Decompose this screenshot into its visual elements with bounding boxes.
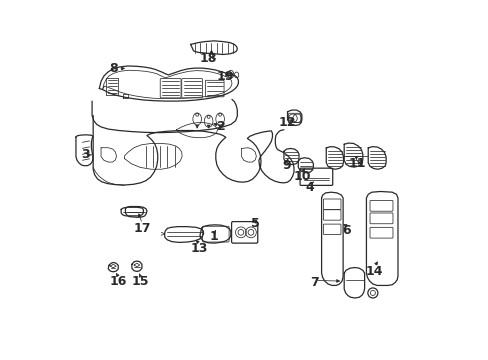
Text: 13: 13 <box>191 242 208 255</box>
Text: 6: 6 <box>342 224 350 237</box>
Text: 16: 16 <box>109 275 127 288</box>
Text: 8: 8 <box>109 62 118 75</box>
Text: 17: 17 <box>133 222 151 235</box>
Text: 14: 14 <box>365 265 382 278</box>
Text: 1: 1 <box>209 230 218 243</box>
Text: 12: 12 <box>278 116 296 129</box>
Text: 3: 3 <box>81 148 90 161</box>
Text: 19: 19 <box>216 69 233 82</box>
Text: 7: 7 <box>309 276 318 289</box>
Text: 18: 18 <box>200 51 217 64</box>
Text: 2: 2 <box>216 120 225 133</box>
Text: 4: 4 <box>305 181 314 194</box>
Text: 10: 10 <box>292 170 310 183</box>
Text: 11: 11 <box>348 157 366 170</box>
Text: 5: 5 <box>250 217 259 230</box>
Text: 9: 9 <box>282 159 290 172</box>
Text: 15: 15 <box>131 275 149 288</box>
